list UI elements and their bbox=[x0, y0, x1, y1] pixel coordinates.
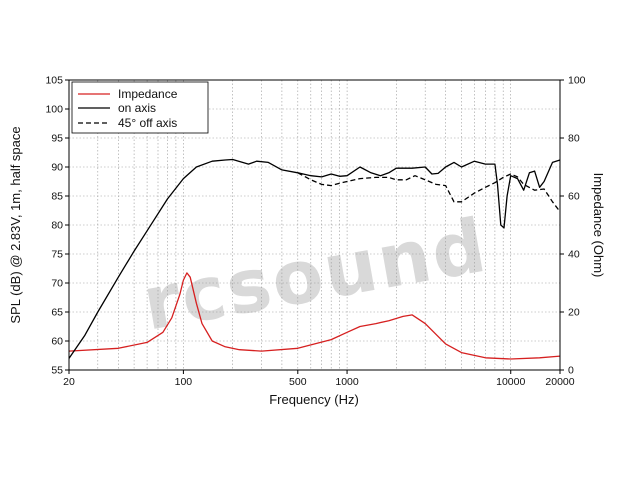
series-line-on-axis bbox=[68, 158, 561, 359]
x-axis-title: Frequency (Hz) bbox=[269, 392, 359, 407]
x-tick-label: 100 bbox=[175, 376, 193, 388]
tick-label-layer: 55 60 65 70 75 80 85 90 95 100 105 0 20 40 60 80 100 20 10… bbox=[45, 75, 585, 389]
y-tick-label: 80 bbox=[51, 220, 63, 232]
y-tick-label: 55 bbox=[51, 365, 63, 377]
legend-label-off-axis: 45° off axis bbox=[118, 116, 177, 130]
x-tick-label: 10000 bbox=[496, 376, 525, 388]
legend-label-on-axis: on axis bbox=[118, 101, 156, 115]
x-tick-label: 20 bbox=[63, 376, 75, 388]
y2-tick-label: 20 bbox=[568, 307, 580, 319]
y-tick-label: 75 bbox=[51, 249, 63, 261]
y-tick-label: 60 bbox=[51, 336, 63, 348]
y-tick-label: 95 bbox=[51, 133, 63, 145]
y-tick-label: 85 bbox=[51, 191, 63, 203]
y-tick-label: 65 bbox=[51, 307, 63, 319]
y-tick-label: 70 bbox=[51, 278, 63, 290]
y2-tick-label: 100 bbox=[568, 75, 586, 87]
x-tick-label: 500 bbox=[289, 376, 307, 388]
y2-tick-label: 0 bbox=[568, 365, 574, 377]
y2-axis-title: Impedance (Ohm) bbox=[591, 173, 606, 278]
y2-tick-label: 40 bbox=[568, 249, 580, 261]
series-line-45-off-axis bbox=[297, 172, 561, 213]
x-tick-label: 20000 bbox=[545, 376, 574, 388]
y-tick-label: 105 bbox=[45, 75, 63, 87]
y2-tick-label: 60 bbox=[568, 191, 580, 203]
y-tick-label: 100 bbox=[45, 104, 63, 116]
y-axis-title: SPL (dB) @ 2.83V, 1m, half space bbox=[8, 126, 23, 323]
x-tick-label: 1000 bbox=[335, 376, 359, 388]
series-line-impedance bbox=[68, 272, 561, 360]
y2-tick-label: 80 bbox=[568, 133, 580, 145]
series-layer bbox=[68, 158, 561, 360]
y-tick-label: 90 bbox=[51, 162, 63, 174]
legend-label-impedance: Impedance bbox=[118, 87, 178, 101]
legend: Impedance on axis 45° off axis bbox=[71, 81, 209, 134]
